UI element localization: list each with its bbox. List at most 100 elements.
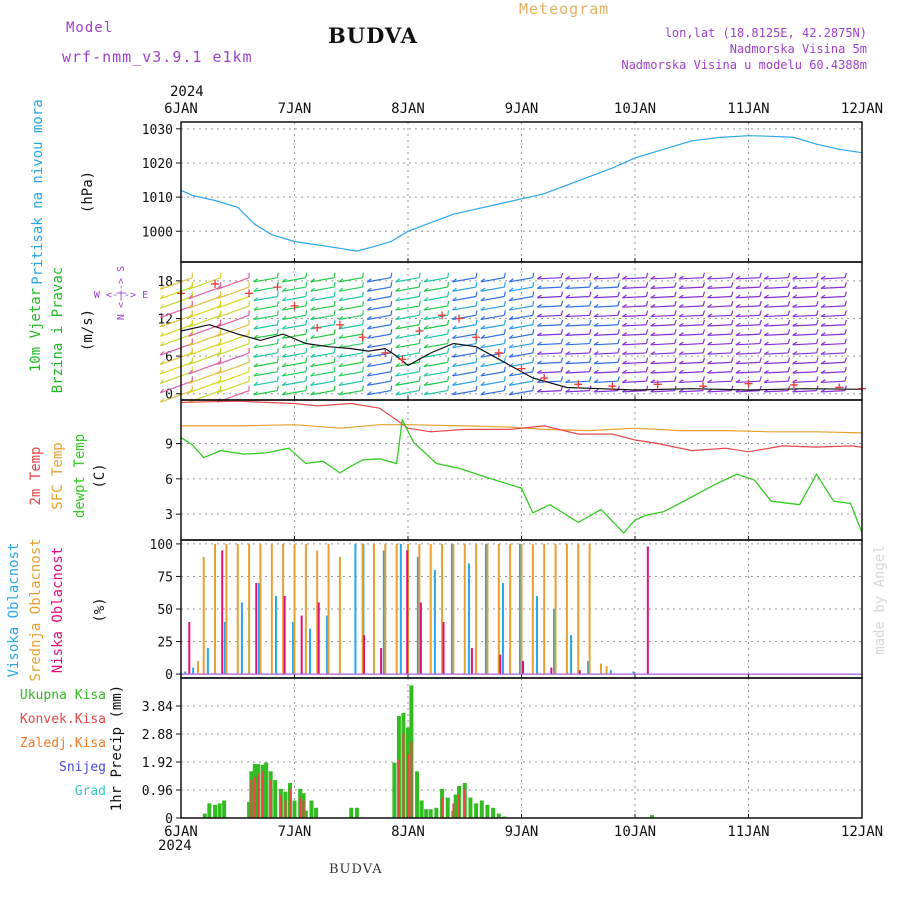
wind-arrow-feather xyxy=(276,300,279,307)
wind-arrow xyxy=(395,333,420,339)
wind-arrow xyxy=(188,314,221,328)
wind-arrow-feather xyxy=(645,347,649,354)
wind-arrow-head xyxy=(763,351,769,355)
wind-arrow-feather xyxy=(759,329,762,335)
total-precip-bar xyxy=(424,809,429,818)
high-cloud-ylabel: Visoka Oblacnost xyxy=(6,543,22,678)
wind-arrow-feather xyxy=(333,366,336,372)
wind-arrow-feather xyxy=(702,282,706,288)
total-precip-bar xyxy=(314,807,319,818)
wind-arrow xyxy=(537,324,562,327)
wind-arrow-head xyxy=(622,322,627,327)
wind-arrow-head xyxy=(216,313,221,318)
wind-arrow-feather xyxy=(333,291,336,297)
wind-arrow-feather xyxy=(702,310,706,316)
wind-arrow-head xyxy=(536,322,542,327)
wind-arrow-head xyxy=(366,306,372,311)
wind-arrow-feather xyxy=(475,319,478,325)
wind-arrow xyxy=(480,390,505,396)
wind-arrow-feather xyxy=(645,366,649,372)
wind-arrow xyxy=(160,333,193,347)
wind-arrow-feather xyxy=(333,376,336,382)
wind-arrow-feather xyxy=(787,329,791,335)
wind-arrow xyxy=(188,352,221,366)
precip-legend-entry: Snijeg xyxy=(59,760,106,775)
temp-ytick-label: 9 xyxy=(165,438,173,453)
wind-arrow xyxy=(792,333,817,336)
wind-arrow-head xyxy=(253,372,259,377)
wind-arrow xyxy=(423,314,448,321)
wind-arrow xyxy=(679,389,704,393)
wind-arrow xyxy=(160,361,193,375)
wind-arrow-head xyxy=(216,322,221,328)
wind-arrow-feather xyxy=(589,300,592,307)
wind-ylabel: 10m Vjetar xyxy=(28,288,44,372)
wind-arrow-head xyxy=(735,304,741,308)
wind-arrow-head xyxy=(188,285,193,290)
wind-arrow-feather xyxy=(305,300,308,307)
wind-arrow-feather xyxy=(447,347,450,354)
wind-arrow-feather xyxy=(816,319,819,325)
wind-arrow xyxy=(707,389,732,393)
wind-arrow-head xyxy=(820,285,826,289)
wind-arrow xyxy=(735,361,760,365)
wind-arrow xyxy=(160,380,193,394)
wind-arrow-head xyxy=(650,379,656,383)
wind-arrow-head xyxy=(650,332,656,336)
wind-arrow-head xyxy=(565,332,571,336)
x-tick-label-top: 8JAN xyxy=(391,101,425,117)
wind-arrow-head xyxy=(508,391,514,396)
wind-arrow-feather xyxy=(362,282,364,288)
wind-arrow-feather xyxy=(362,376,364,382)
wind-arrow-head xyxy=(508,297,514,302)
wind-arrow xyxy=(310,314,335,321)
wind-arrow xyxy=(310,305,335,311)
wind-arrow xyxy=(310,371,335,377)
wind-arrow-feather xyxy=(844,291,847,297)
lonlat-label: lon,lat (18.8125E, 42.2875N) xyxy=(664,26,867,40)
wind-arrow-head xyxy=(735,369,741,374)
wind-arrow xyxy=(622,277,647,280)
wind-arrow-feather xyxy=(333,357,336,363)
wind-arrow-feather xyxy=(759,376,762,382)
wind-arrow-feather xyxy=(645,282,649,288)
wind-arrow-head xyxy=(159,351,165,356)
wind-arrow xyxy=(253,314,278,321)
wind-arrow xyxy=(650,352,675,355)
wind-arrow-feather xyxy=(418,300,421,307)
wind-arrow-head xyxy=(188,294,193,300)
total-precip-bar xyxy=(445,797,450,818)
wind-arrow-feather xyxy=(276,272,279,278)
wind-arrow xyxy=(338,333,363,339)
wind-arrow xyxy=(480,380,505,386)
wind-arrow-feather xyxy=(390,357,393,363)
wind-arrow-feather xyxy=(674,338,677,344)
wind-arrow xyxy=(452,286,477,292)
wind-arrow xyxy=(160,352,193,366)
wind-arrow xyxy=(367,333,392,339)
wind-arrow-feather xyxy=(674,376,677,382)
wind-arrow-feather xyxy=(787,300,791,307)
wind-arrow xyxy=(537,286,562,289)
wind-arrow xyxy=(338,342,363,349)
wind-arrow-head xyxy=(707,379,713,383)
wind-arrow-feather xyxy=(560,329,564,335)
wind-arrow xyxy=(650,324,675,327)
wind-arrow-head xyxy=(707,369,713,374)
wind-arrow xyxy=(622,389,647,393)
wind-arrow-feather xyxy=(730,282,734,288)
wind-arrow xyxy=(792,324,817,327)
conv-precip-bar xyxy=(279,794,282,818)
wind-arrow-feather xyxy=(674,385,677,391)
wind-arrow-feather xyxy=(362,319,364,325)
wind-arrow-head xyxy=(565,369,571,374)
wind-arrow-head xyxy=(216,303,221,309)
wind-arrow xyxy=(480,371,505,377)
wind-arrow-head xyxy=(707,285,713,289)
wind-arrow xyxy=(707,295,732,299)
wind-arrow xyxy=(367,305,392,311)
wind-arrow-head xyxy=(366,381,372,386)
wind-arrow-feather xyxy=(447,366,450,372)
wind-arrow xyxy=(338,361,363,368)
wind-arrow-feather xyxy=(674,319,677,325)
